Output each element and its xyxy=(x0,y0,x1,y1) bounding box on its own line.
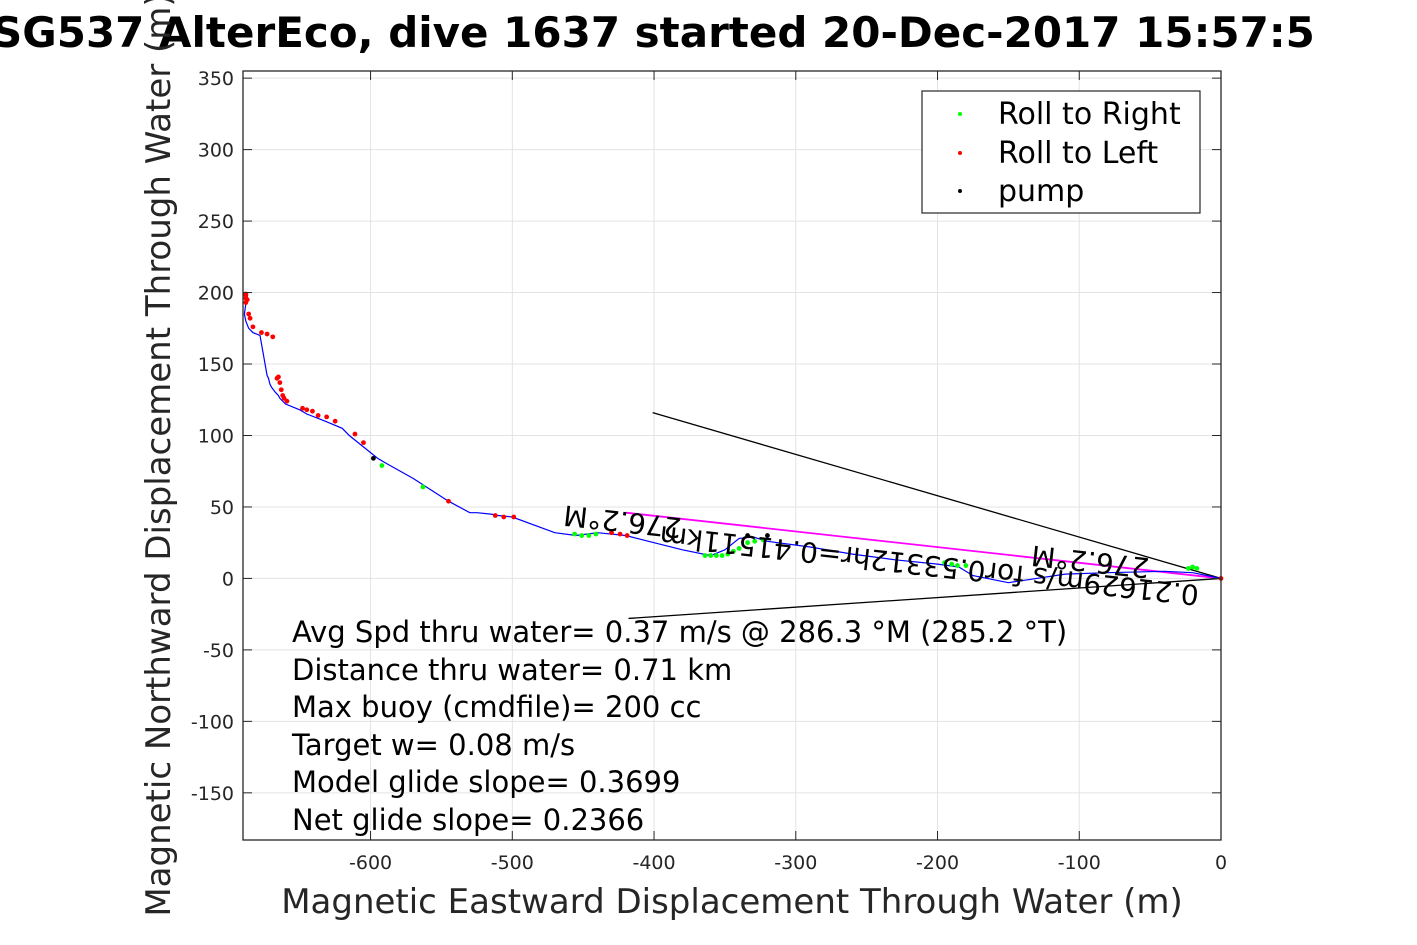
lower-bound-line xyxy=(628,577,1222,620)
roll-to-right-point xyxy=(954,563,960,568)
roll-to-right-point xyxy=(760,537,766,543)
annotation-avg-speed: Avg Spd thru water= 0.37 m/s @ 286.3 °M … xyxy=(292,615,1067,649)
y-tick-label: 100 xyxy=(198,425,234,447)
pump-point xyxy=(745,533,750,538)
roll-to-right-point xyxy=(963,563,969,568)
roll-to-right-point xyxy=(593,531,599,537)
roll-to-left-point xyxy=(304,407,310,413)
annotation-model-glide: Model glide slope= 0.3699 xyxy=(292,765,680,799)
pump-point xyxy=(371,455,376,461)
roll-to-right-point xyxy=(572,531,578,537)
x-tick-label: -500 xyxy=(491,852,534,874)
roll-to-right-point xyxy=(736,546,742,551)
reference-lines xyxy=(625,411,1222,620)
roll-to-left-point xyxy=(609,530,614,536)
roll-to-right-point xyxy=(586,533,592,538)
legend-marker-roll-right xyxy=(958,112,962,116)
roll-to-right-point xyxy=(714,553,719,558)
roll-to-right-point xyxy=(579,533,585,538)
roll-to-right-point xyxy=(420,484,426,490)
roll-to-left-point xyxy=(511,514,517,520)
y-tick-label: 50 xyxy=(210,497,234,519)
y-tick-label: 0 xyxy=(222,568,234,590)
roll-to-left-point xyxy=(277,380,283,386)
legend-box xyxy=(921,90,1201,214)
roll-to-left-point xyxy=(280,393,286,398)
x-axis-label: Magnetic Eastward Displacement Through W… xyxy=(281,882,1183,922)
roll-to-right-point xyxy=(752,538,758,544)
legend-marker-roll-left xyxy=(958,151,962,155)
axes-box xyxy=(242,70,1222,841)
axis-ticks: -600 -500 -400 -300 -200 -100 0350300250200150… xyxy=(191,68,1227,874)
y-axis-label: Magnetic Northward Displacement Through … xyxy=(139,0,179,917)
x-tick-label: -600 xyxy=(349,852,392,874)
x-tick-label: -100 xyxy=(1058,852,1101,874)
roll-to-left-point xyxy=(278,387,284,393)
roll-to-right-point xyxy=(379,463,385,468)
chart-title: SG537 AlterEco, dive 1637 started 20-Dec… xyxy=(0,8,1315,57)
legend-marker-pump xyxy=(958,189,962,193)
y-tick-label: -150 xyxy=(191,783,234,805)
roll-to-left-point xyxy=(617,531,623,537)
roll-to-right-point xyxy=(702,553,708,558)
annotation-net-glide: Net glide slope= 0.2366 xyxy=(292,803,644,837)
roll-to-left-point xyxy=(300,405,305,411)
roll-to-left-point xyxy=(310,408,315,414)
y-tick-label: 150 xyxy=(198,354,234,376)
roll-to-left-point xyxy=(315,413,321,418)
heading-line xyxy=(625,511,1222,580)
legend-label-roll-left: Roll to Left xyxy=(998,136,1158,171)
roll-to-left-point xyxy=(250,324,256,330)
roll-to-left-point xyxy=(361,440,366,446)
x-tick-label: 0 xyxy=(1215,852,1227,874)
roll-to-right-point xyxy=(942,560,948,566)
stats-annotation: Avg Spd thru water= 0.37 m/s @ 286.3 °M … xyxy=(291,615,1067,837)
roll-to-right-point xyxy=(949,561,955,567)
roll-to-left-point xyxy=(264,331,270,337)
roll-to-right-point xyxy=(725,551,731,557)
roll-to-left-point xyxy=(270,334,276,340)
roll-to-right-point xyxy=(745,540,750,546)
annotation-distance: Distance thru water= 0.71 km xyxy=(292,653,732,687)
track-series xyxy=(243,294,1222,584)
roll-to-left-point xyxy=(246,311,252,317)
y-tick-label: -100 xyxy=(191,711,234,733)
roll-to-left-point xyxy=(352,431,358,437)
y-tick-label: 300 xyxy=(198,140,234,162)
roll-to-right-point xyxy=(731,548,736,554)
legend: Roll to Right Roll to Left pump xyxy=(921,90,1201,214)
x-tick-label: -400 xyxy=(632,852,675,874)
roll-to-right-point xyxy=(1190,564,1196,570)
roll-to-left-point xyxy=(492,513,498,518)
roll-to-left-point xyxy=(259,330,264,335)
roll-to-left-point xyxy=(247,315,253,321)
roll-to-left-point xyxy=(243,300,249,305)
marker-series xyxy=(243,291,1224,581)
annotation-target-w: Target w= 0.08 m/s xyxy=(291,728,575,762)
roll-to-right-point xyxy=(1194,566,1200,571)
track-line xyxy=(243,294,1222,584)
roll-to-right-point xyxy=(1186,566,1191,571)
roll-to-left-point xyxy=(624,533,630,538)
roll-to-left-point xyxy=(274,375,280,381)
grid xyxy=(243,71,1222,840)
roll-to-right-point xyxy=(719,553,725,558)
y-tick-label: 250 xyxy=(198,211,234,233)
x-tick-label: -300 xyxy=(774,852,817,874)
pump-point xyxy=(765,533,770,538)
roll-to-left-point xyxy=(446,498,451,504)
legend-label-roll-right: Roll to Right xyxy=(998,97,1181,132)
y-tick-label: 200 xyxy=(198,283,234,305)
y-tick-label: 350 xyxy=(198,68,234,90)
roll-to-left-point xyxy=(332,418,338,424)
roll-to-right-point xyxy=(708,553,714,558)
roll-to-left-point xyxy=(324,414,330,420)
annotation-max-buoy: Max buoy (cmdfile)= 200 cc xyxy=(292,690,701,724)
upper-bound-line xyxy=(652,411,1222,580)
x-tick-label: -200 xyxy=(916,852,959,874)
legend-label-pump: pump xyxy=(998,174,1084,209)
y-tick-label: -50 xyxy=(203,640,234,662)
roll-to-left-point xyxy=(501,514,507,520)
